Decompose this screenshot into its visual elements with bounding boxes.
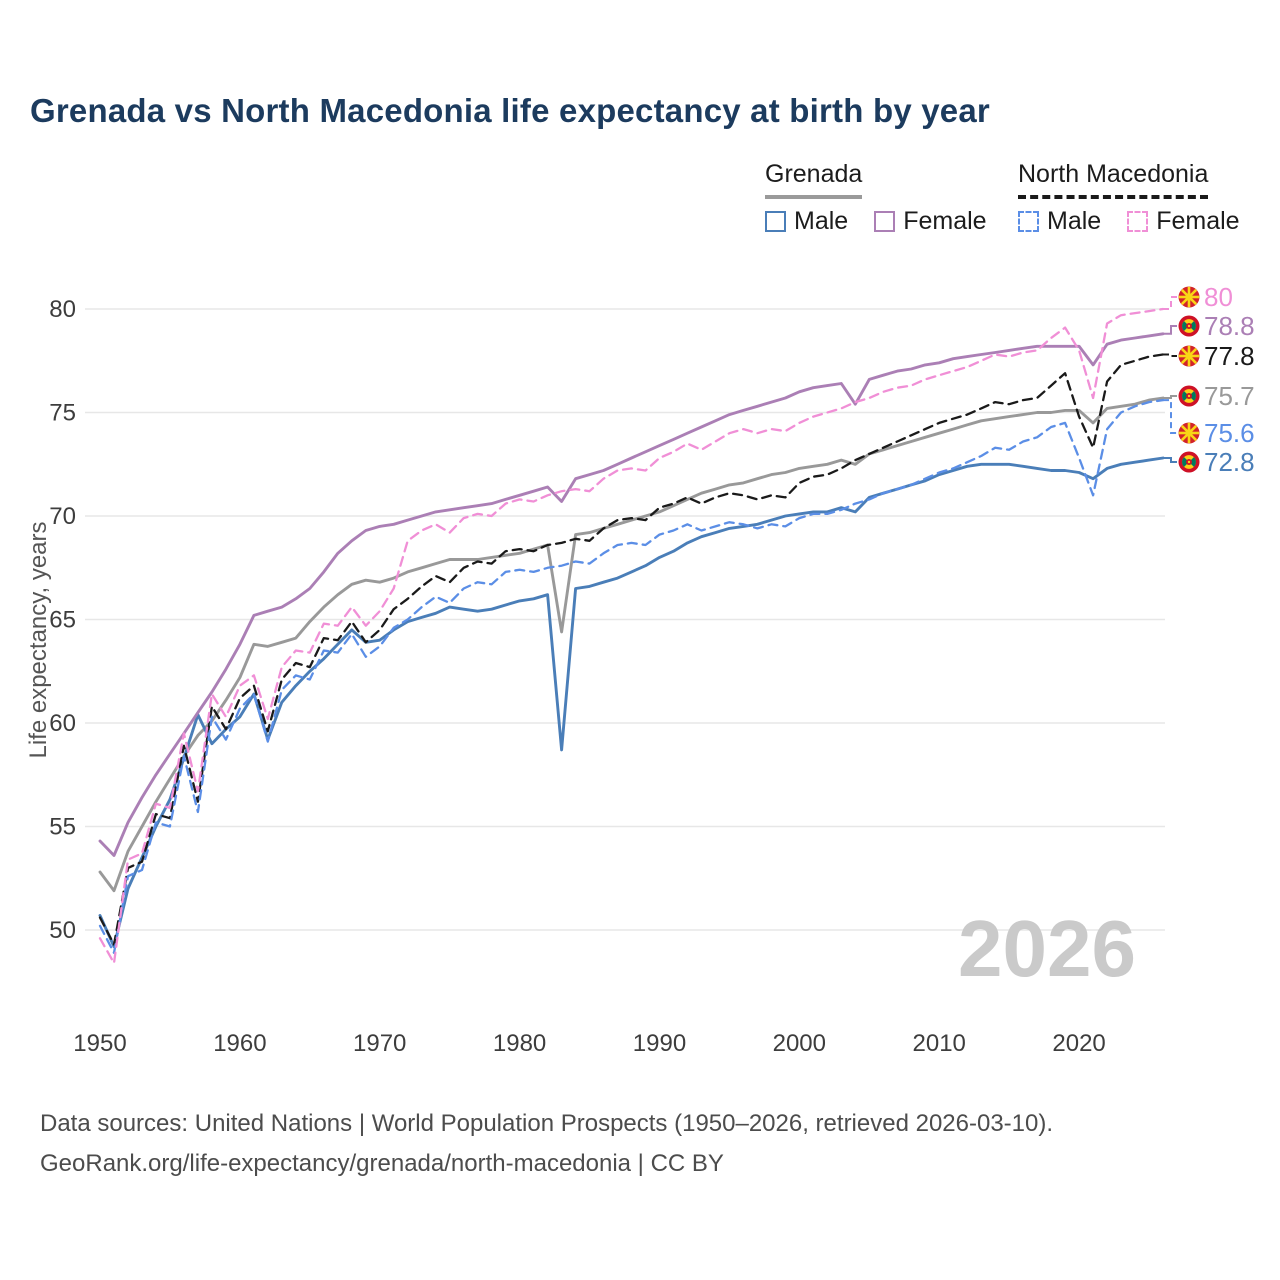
x-tick-label: 1950	[73, 1030, 126, 1057]
legend-group-north-macedonia: North Macedonia Male Female	[1018, 160, 1240, 236]
nm-male-swatch-icon	[1018, 211, 1039, 232]
y-tick-label: 75	[49, 400, 76, 427]
x-tick-label: 2010	[913, 1030, 966, 1057]
legend-item-grenada-female: Female	[874, 207, 987, 236]
legend-group-grenada: Grenada Male Female	[765, 160, 987, 236]
legend-label: Female	[1156, 207, 1240, 235]
footer-attribution: GeoRank.org/life-expectancy/grenada/nort…	[40, 1150, 724, 1177]
y-tick-label: 70	[49, 503, 76, 530]
legend-item-grenada-male: Male	[765, 207, 848, 236]
flag-north-macedonia-icon	[1178, 345, 1200, 367]
series-line-grenada-female	[98, 332, 1165, 857]
x-tick-label: 1970	[353, 1030, 406, 1057]
x-tick-label: 1990	[633, 1030, 686, 1057]
x-tick-label: 2020	[1052, 1030, 1105, 1057]
series-line-nm-both	[98, 353, 1165, 946]
end-label-nm-female: 80	[1163, 282, 1233, 312]
y-tick-label: 80	[49, 296, 76, 323]
legend-label: Female	[903, 207, 987, 235]
end-label-connector	[1163, 399, 1177, 434]
y-tick-label: 55	[49, 814, 76, 841]
x-tick-label: 1960	[213, 1030, 266, 1057]
end-label-nm-both: 77.8	[1163, 341, 1255, 371]
watermark-year: 2026	[958, 904, 1136, 993]
legend-header-north-macedonia: North Macedonia	[1018, 160, 1209, 199]
end-label-value: 72.8	[1204, 447, 1255, 477]
page-title: Grenada vs North Macedonia life expectan…	[30, 92, 990, 129]
flag-grenada-icon	[1178, 315, 1200, 337]
end-label-grenada-both: 75.7	[1163, 381, 1255, 411]
flag-grenada-icon	[1178, 451, 1200, 473]
x-tick-label: 1980	[493, 1030, 546, 1057]
end-label-value: 77.8	[1204, 341, 1255, 371]
end-label-value: 80	[1204, 282, 1233, 312]
y-tick-label: 50	[49, 917, 76, 944]
grenada-female-swatch-icon	[874, 211, 896, 232]
flag-north-macedonia-icon	[1178, 286, 1200, 308]
end-label-grenada-male: 72.8	[1163, 447, 1255, 477]
y-tick-label: 65	[49, 607, 76, 634]
end-label-nm-male: 75.6	[1163, 399, 1255, 448]
end-label-connector	[1163, 395, 1177, 399]
series-line-grenada-both	[98, 396, 1165, 893]
y-tick-label: 60	[49, 710, 76, 737]
legend-item-nm-female: Female	[1127, 207, 1240, 236]
end-label-connector	[1163, 457, 1177, 463]
legend-header-grenada: Grenada	[765, 160, 863, 199]
end-label-value: 78.8	[1204, 311, 1255, 341]
flag-north-macedonia-icon	[1178, 422, 1200, 444]
series-line-grenada-male	[98, 456, 1165, 949]
end-label-connector	[1163, 325, 1177, 335]
y-axis-title: Life expectancy, years	[25, 521, 52, 758]
end-label-value: 75.7	[1204, 381, 1255, 411]
legend-item-nm-male: Male	[1018, 207, 1101, 236]
end-label-connector	[1163, 296, 1177, 310]
x-tick-label: 2000	[773, 1030, 826, 1057]
series-line-nm-male	[98, 398, 1165, 954]
legend-label: Male	[794, 207, 849, 235]
series-line-nm-female	[98, 307, 1165, 965]
legend-label: Male	[1047, 207, 1102, 235]
footer-data-sources: Data sources: United Nations | World Pop…	[40, 1110, 1054, 1137]
flag-grenada-icon	[1178, 385, 1200, 407]
end-label-connector	[1163, 353, 1177, 357]
legend: Grenada Male Female North Macedonia Male	[0, 160, 1280, 246]
grenada-male-swatch-icon	[765, 211, 786, 232]
footer: Data sources: United Nations | World Pop…	[40, 1104, 1053, 1184]
nm-female-swatch-icon	[1127, 211, 1149, 232]
end-label-value: 75.6	[1204, 418, 1255, 448]
end-label-grenada-female: 78.8	[1163, 311, 1255, 341]
